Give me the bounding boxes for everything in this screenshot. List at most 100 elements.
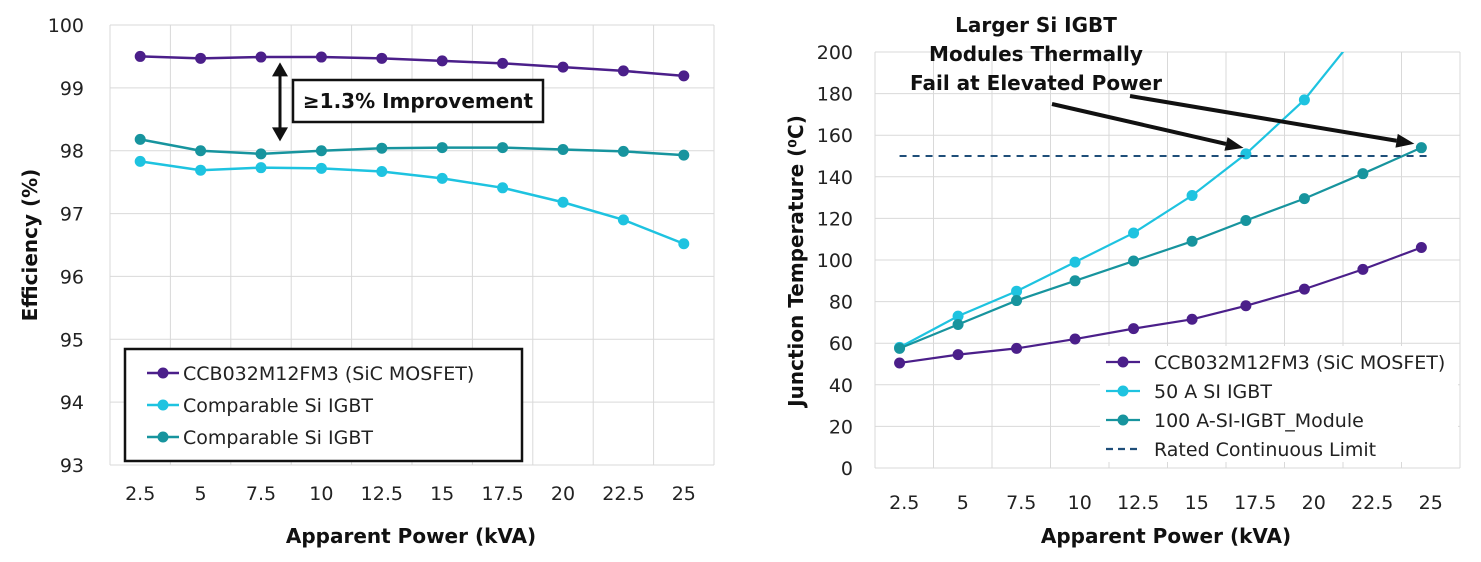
annotation-text-line: Modules Thermally	[929, 42, 1143, 66]
y-tick-label: 20	[829, 416, 853, 438]
x-tick-label: 10	[309, 483, 333, 505]
annotation-box	[291, 78, 545, 124]
data-point	[134, 133, 146, 145]
x-tick-label: 5	[195, 483, 207, 505]
x-tick-label: 10	[1068, 492, 1092, 514]
data-point	[1128, 227, 1140, 239]
efficiency-chart-legend: CCB032M12FM3 (SiC MOSFET) Comparable Si I…	[123, 347, 524, 463]
data-point	[617, 145, 629, 157]
legend-item: 100 A-SI-IGBT_Module	[1106, 410, 1364, 432]
legend-item: Rated Continuous Limit	[1106, 439, 1376, 461]
data-point	[617, 65, 629, 77]
temperature-chart-x-tick-labels: 2.5 5 7.5 10 12.5 15 17.5 20 22.5 25	[889, 492, 1443, 514]
data-point	[315, 145, 327, 157]
data-point	[1357, 168, 1369, 180]
annotation-text-line: Larger Si IGBT	[955, 13, 1117, 37]
data-point	[894, 342, 906, 354]
temperature-chart-y-tick-labels: 0 20 40 60 80 100 120 140 160 180 200	[817, 42, 853, 480]
y-tick-label: 98	[60, 141, 84, 163]
series-line	[140, 160, 685, 245]
x-tick-label: 22.5	[602, 483, 644, 505]
annotation-text-line: Fail at Elevated Power	[910, 71, 1162, 95]
data-point	[1298, 283, 1310, 295]
data-point	[1069, 256, 1081, 268]
y-tick-label: 93	[60, 455, 84, 477]
data-point	[557, 196, 569, 208]
efficiency-chart-x-tick-labels: 2.5 5 7.5 10 12.5 15 17.5 20 22.5 25	[125, 483, 696, 505]
annotation-text: ≥1.3% Improvement	[303, 89, 534, 113]
data-point	[134, 50, 146, 62]
data-point	[1128, 323, 1140, 335]
legend-label: Comparable Si IGBT	[183, 427, 373, 449]
data-point	[1069, 275, 1081, 287]
data-point	[376, 165, 388, 177]
x-tick-label: 5	[957, 492, 969, 514]
data-point	[436, 55, 448, 67]
y-tick-label: 100	[817, 250, 853, 272]
legend-background	[1100, 346, 1458, 462]
series-1	[134, 50, 690, 82]
data-point	[952, 310, 964, 322]
x-tick-label: 7.5	[1006, 492, 1036, 514]
data-point	[255, 162, 267, 174]
data-point	[678, 149, 690, 161]
temperature-chart-gridlines	[874, 51, 1461, 469]
x-tick-label: 15	[1185, 492, 1209, 514]
data-point	[376, 142, 388, 154]
series-3	[134, 133, 690, 161]
data-point	[497, 142, 509, 154]
data-point	[436, 172, 448, 184]
data-point	[952, 349, 964, 361]
data-point	[1240, 148, 1252, 160]
temperature-chart-x-axis-title: Apparent Power (kVA)	[1041, 524, 1291, 548]
legend-box	[123, 347, 524, 463]
efficiency-chart-y-axis-title: Efficiency (%)	[18, 169, 42, 322]
legend-label: 50 A SI IGBT	[1154, 381, 1272, 403]
data-point	[678, 70, 690, 82]
y-tick-label: 160	[817, 125, 853, 147]
data-point	[255, 51, 267, 63]
x-tick-label: 12.5	[1117, 492, 1159, 514]
legend-swatch-marker	[157, 431, 169, 443]
legend-item: 50 A SI IGBT	[1106, 381, 1272, 403]
data-point	[1298, 94, 1310, 106]
data-point	[315, 51, 327, 63]
annotation-arrow-head	[1224, 137, 1244, 151]
x-tick-label: 2.5	[889, 492, 919, 514]
legend-item: CCB032M12FM3 (SiC MOSFET)	[147, 363, 474, 385]
temperature-chart-y-axis-title: Junction Temperature (⁰C)	[784, 115, 808, 409]
data-point	[1186, 313, 1198, 325]
data-point	[195, 52, 207, 64]
x-tick-label: 2.5	[125, 483, 155, 505]
data-point	[315, 162, 327, 174]
series-line	[899, 146, 1422, 350]
efficiency-chart-y-tick-labels: 93 94 95 96 97 98 99 100	[48, 15, 84, 477]
y-tick-label: 40	[829, 375, 853, 397]
data-point	[1186, 235, 1198, 247]
y-tick-label: 60	[829, 333, 853, 355]
legend-label: 100 A-SI-IGBT_Module	[1154, 410, 1364, 432]
y-tick-label: 180	[817, 84, 853, 106]
x-tick-label: 7.5	[246, 483, 276, 505]
annotation-arrow-head-down	[272, 127, 288, 142]
series-line	[139, 138, 684, 157]
data-point	[894, 341, 906, 353]
annotation-arrow-head	[1395, 133, 1415, 148]
y-tick-label: 99	[60, 78, 84, 100]
efficiency-chart-x-axis-title: Apparent Power (kVA)	[286, 524, 536, 548]
thermal-failure-annotation: Larger Si IGBT Modules Thermally Fail at E…	[910, 13, 1415, 151]
legend-swatch-marker	[1117, 385, 1129, 397]
annotation-arrow-shaft	[1051, 102, 1227, 146]
legend-swatch-marker	[1117, 356, 1129, 368]
data-point	[1186, 190, 1198, 202]
data-point	[497, 57, 509, 69]
x-tick-label: 17.5	[481, 483, 523, 505]
series-line	[899, 246, 1422, 365]
legend-swatch-marker	[157, 399, 169, 411]
legend-item: Comparable Si IGBT	[147, 395, 373, 417]
y-tick-label: 100	[48, 15, 84, 37]
data-point	[436, 142, 448, 154]
legend-item: Comparable Si IGBT	[147, 427, 373, 449]
x-tick-label: 20	[1302, 492, 1326, 514]
